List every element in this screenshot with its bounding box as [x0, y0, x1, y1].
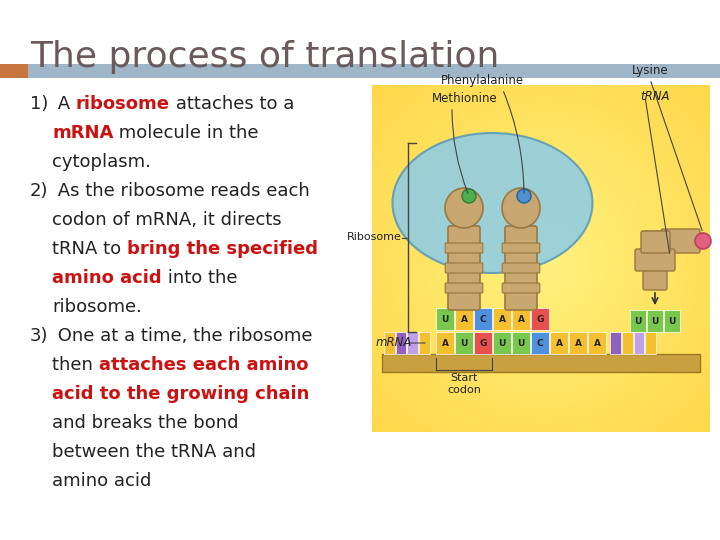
Text: The process of translation: The process of translation — [30, 40, 500, 74]
Bar — [629, 310, 646, 332]
Text: U: U — [460, 339, 468, 348]
Text: U: U — [668, 316, 675, 326]
FancyBboxPatch shape — [661, 229, 700, 253]
Text: Methionine: Methionine — [432, 92, 498, 105]
Text: U: U — [634, 316, 642, 326]
Text: then: then — [52, 356, 99, 374]
Text: Phenylalanine: Phenylalanine — [441, 74, 524, 87]
Bar — [455, 332, 473, 354]
FancyBboxPatch shape — [635, 249, 675, 271]
Text: A: A — [593, 339, 600, 348]
Bar — [550, 332, 568, 354]
Bar — [634, 332, 644, 354]
FancyBboxPatch shape — [445, 243, 483, 253]
Circle shape — [695, 233, 711, 249]
Text: C: C — [480, 314, 486, 323]
Text: between the tRNA and: between the tRNA and — [52, 443, 256, 461]
Bar — [512, 308, 530, 330]
Text: Start
codon: Start codon — [447, 373, 481, 395]
Text: codon of mRNA, it directs: codon of mRNA, it directs — [52, 211, 282, 229]
Ellipse shape — [445, 188, 483, 228]
Bar — [493, 332, 511, 354]
Bar — [395, 332, 406, 354]
Text: amino acid: amino acid — [52, 269, 161, 287]
Bar — [588, 332, 606, 354]
Text: A: A — [556, 339, 562, 348]
Text: U: U — [517, 339, 525, 348]
Text: C: C — [536, 339, 544, 348]
Text: A: A — [498, 314, 505, 323]
FancyBboxPatch shape — [643, 231, 667, 290]
Bar — [531, 308, 549, 330]
Text: U: U — [441, 314, 449, 323]
Text: ribosome.: ribosome. — [52, 298, 142, 316]
Bar — [645, 332, 656, 354]
Bar — [664, 310, 680, 332]
Text: A: A — [52, 95, 76, 113]
Text: G: G — [536, 314, 544, 323]
Text: cytoplasm.: cytoplasm. — [52, 153, 151, 171]
Circle shape — [462, 189, 476, 203]
Bar — [436, 332, 454, 354]
Text: into the: into the — [161, 269, 237, 287]
Bar — [419, 332, 430, 354]
Bar — [382, 354, 700, 372]
Text: 1): 1) — [30, 95, 48, 113]
FancyBboxPatch shape — [505, 226, 537, 310]
Text: U: U — [651, 316, 658, 326]
FancyBboxPatch shape — [445, 263, 483, 273]
Bar — [474, 308, 492, 330]
Bar — [647, 310, 662, 332]
Bar — [455, 308, 473, 330]
Text: molecule in the: molecule in the — [113, 124, 259, 142]
Bar — [512, 332, 530, 354]
Text: Lysine: Lysine — [631, 64, 668, 77]
FancyBboxPatch shape — [448, 226, 480, 310]
Text: bring the specified: bring the specified — [127, 240, 318, 258]
Text: acid to the growing chain: acid to the growing chain — [52, 385, 310, 403]
Bar — [408, 332, 418, 354]
Bar — [493, 308, 511, 330]
FancyBboxPatch shape — [641, 231, 670, 253]
Text: A: A — [461, 314, 467, 323]
Text: mRNA: mRNA — [376, 336, 412, 349]
Ellipse shape — [392, 133, 593, 273]
Bar — [474, 332, 492, 354]
Text: G: G — [480, 339, 487, 348]
FancyBboxPatch shape — [445, 283, 483, 293]
Bar — [436, 308, 454, 330]
Bar — [0, 64, 720, 78]
Circle shape — [517, 189, 531, 203]
Text: mRNA: mRNA — [52, 124, 113, 142]
Text: One at a time, the ribosome: One at a time, the ribosome — [52, 327, 312, 345]
Text: A: A — [518, 314, 524, 323]
Text: tRNA to: tRNA to — [52, 240, 127, 258]
Text: Ribosome: Ribosome — [347, 233, 402, 242]
Bar — [531, 332, 549, 354]
Bar — [0, 64, 28, 78]
Text: A: A — [441, 339, 449, 348]
Text: attaches each amino: attaches each amino — [99, 356, 308, 374]
Text: As the ribosome reads each: As the ribosome reads each — [52, 182, 310, 200]
Text: U: U — [498, 339, 505, 348]
Text: A: A — [575, 339, 582, 348]
Text: and breaks the bond: and breaks the bond — [52, 414, 238, 432]
Text: amino acid: amino acid — [52, 472, 151, 490]
Bar — [569, 332, 587, 354]
Text: ribosome: ribosome — [76, 95, 170, 113]
Text: 3): 3) — [30, 327, 48, 345]
Text: 2): 2) — [30, 182, 48, 200]
FancyBboxPatch shape — [503, 243, 540, 253]
FancyBboxPatch shape — [503, 263, 540, 273]
Ellipse shape — [502, 188, 540, 228]
FancyBboxPatch shape — [503, 283, 540, 293]
Bar — [384, 332, 395, 354]
Bar — [622, 332, 633, 354]
Text: attaches to a: attaches to a — [170, 95, 294, 113]
Text: tRNA: tRNA — [640, 91, 670, 104]
Bar — [610, 332, 621, 354]
